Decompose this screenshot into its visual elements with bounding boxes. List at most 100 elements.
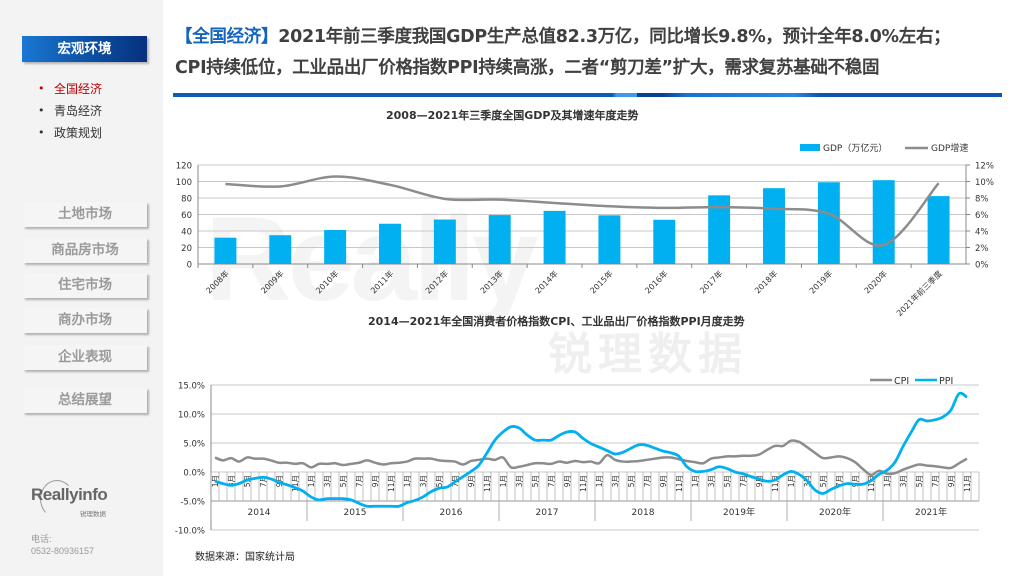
- gdp-bar: [817, 182, 840, 264]
- gdp-growth-line: [225, 175, 940, 247]
- logo-arc-icon: [40, 480, 74, 518]
- cpi-ppi-chart-title: 2014—2021年全国消费者价格指数CPI、工业品出厂价格指数PPI月度走势: [368, 315, 745, 328]
- month-label: 9月: [851, 475, 860, 487]
- y-right-tick-label: 2%: [975, 244, 989, 254]
- nav-residential-market[interactable]: 住宅市场: [23, 273, 147, 298]
- year-label: 2018: [632, 508, 655, 518]
- gdp-bar: [379, 223, 401, 264]
- nav-enterprise-performance[interactable]: 企业表现: [23, 345, 147, 370]
- y-tick-label: -5.0%: [180, 498, 205, 508]
- gdp-bar: [269, 235, 292, 264]
- month-label: 7月: [835, 475, 844, 487]
- gdp-bar: [927, 196, 950, 264]
- month-label: 1月: [883, 475, 892, 487]
- y-left-tick-label: 0: [187, 261, 192, 271]
- month-label: 1月: [499, 475, 508, 487]
- month-label: 11月: [387, 475, 396, 492]
- month-label: 7月: [259, 475, 268, 487]
- gdp-bar: [433, 219, 456, 264]
- month-label: 5月: [627, 475, 636, 487]
- contact-info: 电话: 0532-80936157: [31, 533, 94, 557]
- sub-nav: • 全国经济 • 青岛经济 • 政策规划: [38, 78, 102, 144]
- data-source: 数据来源：国家统计局: [195, 552, 295, 563]
- month-label: 3月: [227, 475, 236, 487]
- month-label: 5月: [435, 475, 444, 487]
- y-tick-label: 15.0%: [178, 382, 205, 392]
- year-label: 2020年: [819, 506, 851, 518]
- month-label: 5月: [723, 475, 732, 487]
- sub-nav-policy-planning[interactable]: • 政策规划: [38, 122, 102, 144]
- contact-label: 电话:: [31, 534, 52, 544]
- month-label: 9月: [467, 475, 476, 487]
- company-logo: Reallyinfo 锐理数据: [28, 480, 128, 520]
- sub-nav-qingdao-economy[interactable]: • 青岛经济: [38, 100, 102, 122]
- month-label: 3月: [707, 475, 716, 487]
- gdp-chart-title: 2008—2021年三季度全国GDP及其增速年度走势: [386, 109, 639, 122]
- month-label: 11月: [867, 475, 876, 492]
- month-label: 5月: [819, 475, 828, 487]
- nav-commercial-housing-market[interactable]: 商品房市场: [23, 238, 147, 263]
- y-tick-label: 10.0%: [178, 411, 205, 421]
- nav-summary-outlook[interactable]: 总结展望: [23, 388, 147, 413]
- headline-tag: 【全国经济】: [175, 27, 279, 47]
- y-right-tick-label: 6%: [975, 211, 989, 221]
- month-label: 11月: [291, 475, 300, 492]
- month-label: 7月: [547, 475, 556, 487]
- month-label: 1月: [595, 475, 604, 487]
- month-label: 11月: [963, 475, 972, 492]
- month-label: 5月: [339, 475, 348, 487]
- month-label: 3月: [515, 475, 524, 487]
- y-right-tick-label: 0%: [975, 261, 989, 271]
- year-label: 2019年: [723, 506, 755, 518]
- month-label: 3月: [323, 475, 332, 487]
- legend-swatch-gdp: [800, 144, 820, 151]
- month-label: 1月: [787, 475, 796, 487]
- gdp-bar: [543, 210, 566, 264]
- y-tick-label: 0.0%: [183, 469, 205, 479]
- y-left-tick-label: 20: [181, 244, 192, 254]
- y-left-tick-label: 60: [181, 211, 192, 221]
- month-label: 11月: [579, 475, 588, 492]
- sidebar: 宏观环境 • 全国经济 • 青岛经济 • 政策规划 土地市场 商品房市场 住宅市场 商…: [0, 0, 163, 576]
- gdp-bar: [763, 188, 785, 264]
- bullet-icon: •: [38, 104, 45, 117]
- month-label: 3月: [899, 475, 908, 487]
- gdp-bar: [708, 195, 731, 264]
- year-label: 2015: [344, 508, 367, 518]
- headline-line1: 2021年前三季度我国GDP生产总值82.3万亿，同比增长9.8%，预计全年8.…: [278, 27, 951, 47]
- ppi-line: [214, 391, 968, 508]
- y-right-tick-label: 4%: [975, 228, 989, 238]
- month-label: 9月: [563, 475, 572, 487]
- month-label: 9月: [755, 475, 764, 487]
- month-label: 7月: [643, 475, 652, 487]
- month-label: 9月: [371, 475, 380, 487]
- gdp-bar: [488, 215, 511, 264]
- month-label: 7月: [355, 475, 364, 487]
- cpi-line: [214, 439, 968, 477]
- y-left-tick-label: 120: [176, 162, 192, 172]
- contact-phone: 0532-80936157: [31, 546, 95, 556]
- year-label: 2021年: [915, 506, 947, 518]
- y-left-tick-label: 40: [181, 228, 192, 238]
- year-label: 2014: [248, 508, 271, 518]
- bullet-icon: •: [38, 126, 45, 139]
- month-label: 11月: [483, 475, 492, 492]
- month-label: 11月: [771, 475, 780, 492]
- y-right-tick-label: 12%: [975, 162, 994, 172]
- month-label: 1月: [307, 475, 316, 487]
- page-headline: 【全国经济】2021年前三季度我国GDP生产总值82.3万亿，同比增长9.8%，…: [175, 22, 1020, 84]
- month-label: 3月: [611, 475, 620, 487]
- legend-label-cpi: CPI: [894, 376, 909, 387]
- month-label: 5月: [531, 475, 540, 487]
- nav-land-market[interactable]: 土地市场: [23, 202, 147, 227]
- section-macro-environment[interactable]: 宏观环境: [22, 36, 147, 62]
- header-divider: [173, 93, 1002, 97]
- nav-office-market[interactable]: 商办市场: [23, 308, 147, 333]
- year-label: 2016: [440, 508, 463, 518]
- gdp-bar: [598, 215, 621, 264]
- sub-nav-national-economy[interactable]: • 全国经济: [38, 78, 102, 100]
- headline-line2: CPI持续低位，工业品出厂价格指数PPI持续高涨，二者“剪刀差”扩大，需求复苏基…: [175, 58, 880, 78]
- gdp-bar: [214, 237, 237, 264]
- y-tick-label: 5.0%: [183, 440, 205, 450]
